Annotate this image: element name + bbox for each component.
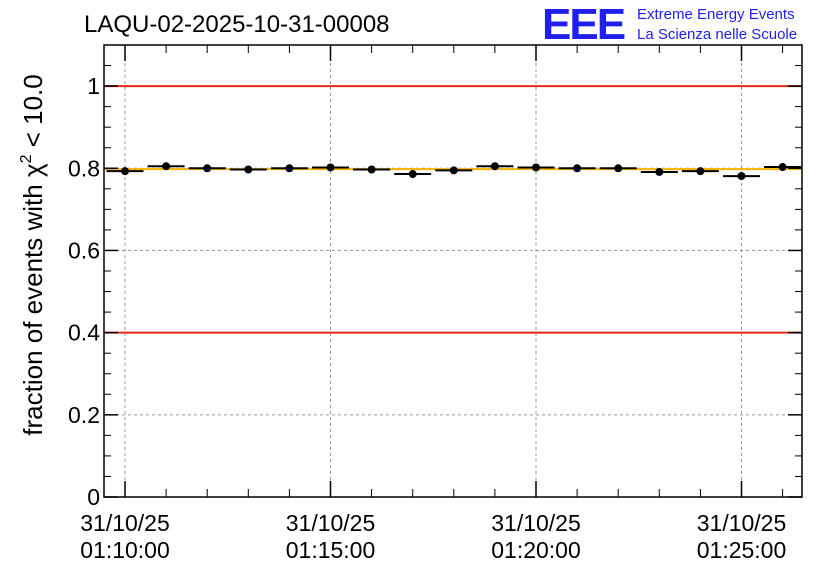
- eee-logo-line2: La Scienza nelle Scuole: [637, 26, 797, 43]
- data-point: [517, 163, 555, 172]
- data-point-marker: [203, 164, 212, 173]
- eee-logo-mark: EEE: [542, 0, 625, 49]
- x-tick-label-date: 31/10/25: [697, 510, 787, 536]
- data-point-marker: [778, 163, 787, 172]
- x-tick-label-time: 01:25:00: [697, 537, 787, 563]
- plot-frame: [103, 44, 803, 498]
- data-point: [476, 162, 514, 171]
- y-tick-labels: 0 0.2 0.4 0.6 0.8 1: [68, 73, 100, 510]
- data-point-marker: [490, 162, 499, 171]
- x-tick-label-date: 31/10/25: [491, 510, 581, 536]
- data-point-marker: [614, 164, 623, 173]
- y-tick-label: 1: [87, 73, 100, 99]
- data-point-marker: [244, 165, 253, 174]
- data-point-marker: [121, 167, 129, 176]
- data-point: [312, 163, 349, 172]
- data-point: [353, 165, 391, 174]
- data-point-marker: [285, 164, 294, 173]
- data-point: [270, 164, 308, 173]
- grid: [104, 45, 802, 497]
- eee-logo-line1: Extreme Energy Events: [637, 6, 795, 23]
- data-point-marker: [573, 164, 582, 173]
- data-point-marker: [696, 167, 705, 176]
- x-tick-label-time: 01:20:00: [491, 537, 581, 563]
- data-point-marker: [408, 170, 417, 179]
- data-point: [188, 164, 226, 173]
- data-point-marker: [655, 167, 664, 176]
- data-point: [394, 170, 432, 179]
- data-point: [599, 164, 637, 173]
- eee-logo: EEE Extreme Energy Events La Scienza nel…: [542, 0, 797, 49]
- data-point: [640, 167, 678, 176]
- data-point: [147, 162, 185, 171]
- data-point-marker: [449, 166, 458, 175]
- data-point-marker: [737, 172, 746, 181]
- data-points: [106, 162, 802, 181]
- y-axis-label-superscript: 2: [18, 154, 35, 163]
- axis-ticks: [104, 45, 802, 498]
- data-point: [681, 167, 719, 176]
- x-tick-labels: 31/10/2501:10:0031/10/2501:15:0031/10/25…: [80, 510, 786, 563]
- data-point: [764, 163, 802, 172]
- y-tick-label: 0: [87, 484, 100, 510]
- data-point-marker: [326, 163, 335, 172]
- data-point-marker: [532, 163, 540, 172]
- y-tick-label: 0.6: [68, 237, 100, 263]
- data-point-marker: [162, 162, 171, 171]
- x-tick-label-time: 01:15:00: [286, 537, 376, 563]
- data-point: [229, 165, 267, 174]
- y-tick-label: 0.2: [68, 402, 100, 428]
- data-point: [106, 167, 144, 176]
- data-point: [558, 164, 596, 173]
- y-tick-label: 0.8: [68, 155, 100, 181]
- data-point-marker: [367, 165, 376, 174]
- chart-title: LAQU-02-2025-10-31-00008: [84, 11, 390, 38]
- y-axis-label-main: fraction of events with χ: [18, 163, 48, 436]
- x-tick-label-date: 31/10/25: [286, 510, 376, 536]
- data-point: [435, 166, 473, 175]
- y-axis-label: fraction of events with χ2 < 10.0: [18, 74, 48, 435]
- y-axis-label-tail: < 10.0: [18, 74, 48, 154]
- x-tick-label-time: 01:10:00: [80, 537, 170, 563]
- data-point: [723, 172, 760, 181]
- y-tick-label: 0.4: [68, 320, 100, 346]
- reference-lines: [104, 85, 802, 334]
- x-tick-label-date: 31/10/25: [80, 510, 170, 536]
